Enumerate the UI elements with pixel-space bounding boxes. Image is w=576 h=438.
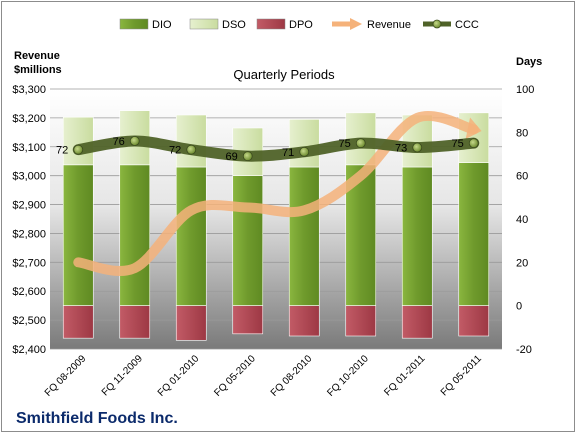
chart-subtitle: Quarterly Periods [233,67,335,82]
company-name: Smithfield Foods Inc. [16,410,178,427]
ccc-label-6: 75 [339,138,351,150]
legend-label-dio: DIO [152,19,172,31]
bar-dpo-5 [288,305,320,337]
left-tick-label: $2,400 [12,344,46,356]
revenue-line [73,111,479,276]
x-tick-label: FQ 08-2010 [269,353,315,399]
ccc-marker-8 [468,138,479,149]
ccc-marker-6 [355,138,366,149]
legend-label-ccc: CCC [455,19,479,31]
right-tick-label: 80 [516,127,528,139]
right-tick-label: 100 [516,84,534,96]
left-tick-label: $3,000 [12,171,46,183]
right-tick-label: 40 [516,214,528,226]
x-tick-label: FQ 01-2011 [382,353,427,398]
x-tick-label: FQ 05-2010 [212,353,258,399]
left-tick-label: $2,700 [12,257,46,269]
bar-dpo-8 [458,305,490,337]
left-tick-label: $2,800 [12,228,46,240]
bar-dio-1 [62,164,94,306]
x-tick-label: FQ 10-2010 [325,353,371,399]
legend: DIO DSO DPO Revenue CCC [119,18,479,31]
ccc-marker-5 [299,146,310,157]
ccc-label-7: 73 [395,143,407,155]
series-lines: 72 76 72 69 71 75 73 75 [56,111,482,276]
bar-dso-1 [62,116,94,166]
right-tick-label: -20 [516,344,532,356]
ccc-label-2: 76 [113,136,125,148]
bar-dio-3 [175,166,207,306]
right-tick-label: 20 [516,257,528,269]
legend-swatch-dio [119,18,149,30]
bar-dpo-4 [232,305,264,335]
left-tick-label: $2,900 [12,200,46,212]
left-tick-label: $3,200 [12,113,46,125]
ccc-marker-3 [186,144,197,155]
bars [62,110,490,341]
bar-dio-2 [119,164,151,306]
legend-swatch-revenue-head [350,18,362,30]
x-tick-label: FQ 05-2011 [439,353,484,398]
revenue-arrowhead [465,117,482,140]
legend-label-dso: DSO [222,19,246,31]
ccc-label-1: 72 [56,145,68,157]
bar-dio-5 [288,166,320,306]
bar-dpo-1 [62,305,94,339]
legend-swatch-ccc-marker [432,19,442,29]
right-axis-title: Days [516,56,542,68]
plot-area [50,89,502,349]
ccc-marker-7 [412,142,423,153]
x-tick-label: FQ 01-2010 [156,353,202,399]
x-tick-label: FQ 11-2009 [100,353,145,398]
left-tick-label: $3,100 [12,142,46,154]
right-tick-label: 60 [516,171,528,183]
bar-dpo-2 [119,305,151,339]
x-tick-label: FQ 08-2009 [43,353,89,399]
left-axis-ticks: $2,400 $2,500 $2,600 $2,700 $2,800 $2,900 $3,0… [12,84,46,356]
left-tick-label: $2,500 [12,315,46,327]
left-axis-title-line1: Revenue [14,50,60,62]
bar-dpo-7 [401,305,433,339]
legend-swatch-dpo [256,18,286,30]
left-axis-title-line2: $millions [14,64,62,76]
bar-dio-7 [401,166,433,306]
ccc-marker-4 [242,151,253,162]
ccc-marker-1 [73,144,84,155]
bar-dpo-3 [175,305,207,341]
bar-dio-8 [458,162,490,306]
bar-dpo-6 [345,305,377,337]
legend-label-dpo: DPO [289,19,313,31]
ccc-label-4: 69 [226,151,238,163]
left-tick-label: $2,600 [12,286,46,298]
x-axis-ticks: FQ 08-2009 FQ 11-2009 FQ 01-2010 FQ 05-2010… [43,353,484,399]
ccc-label-5: 71 [282,147,294,159]
ccc-label-3: 72 [169,145,181,157]
bar-dio-4 [232,175,264,306]
ccc-marker-2 [129,136,140,146]
ccc-label-8: 75 [452,138,464,150]
legend-swatch-dso [189,18,219,30]
right-axis-ticks: -20 0 20 40 60 80 100 [516,84,534,356]
left-tick-label: $3,300 [12,84,46,96]
legend-label-revenue: Revenue [367,19,411,31]
right-tick-label: 0 [516,301,522,313]
bar-dso-5 [288,119,320,168]
bar-dso-3 [175,114,207,168]
